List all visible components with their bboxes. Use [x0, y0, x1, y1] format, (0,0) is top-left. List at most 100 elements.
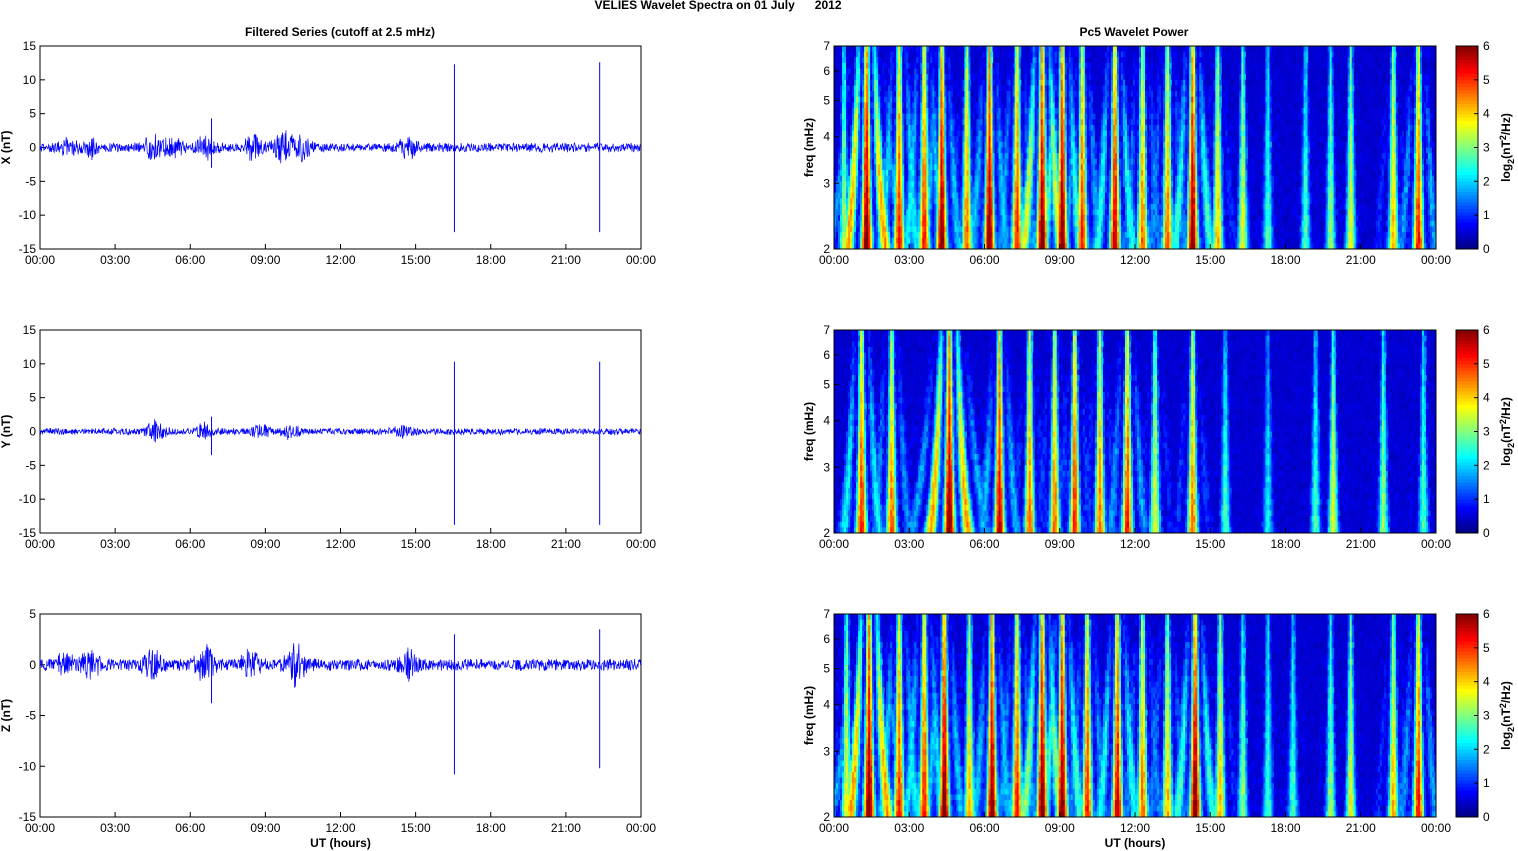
- spectrum-1-cell: [1249, 57, 1252, 64]
- spectrum-1-cell: [1070, 57, 1074, 64]
- spectrum-1-cell: [1423, 147, 1427, 154]
- spectrum-1-cell: [1068, 102, 1072, 109]
- spectrum-1-cell: [1153, 119, 1156, 126]
- spectrum-1-cell: [1052, 113, 1056, 120]
- spectrum-1-cell: [1155, 136, 1158, 143]
- spectrum-1-cell: [1126, 91, 1130, 98]
- spectrum-1-cell: [1205, 57, 1208, 64]
- spectrum-1-cell: [1231, 96, 1234, 103]
- spectrum-1-cell: [1281, 136, 1285, 143]
- spectrum-1-cell: [1199, 108, 1202, 115]
- spectrum-1-cell: [1056, 91, 1060, 98]
- spectrum-1-cell: [1397, 62, 1401, 70]
- spectrum-1-cell: [1387, 74, 1391, 81]
- spectrum-1-cell: [902, 124, 905, 132]
- spectrum-1-cell: [1102, 147, 1106, 154]
- spectrum-1-cell: [1193, 113, 1196, 120]
- spectrum-1-cell: [1339, 62, 1343, 70]
- spectrum-1-cell: [1311, 113, 1315, 120]
- spectrum-1-cell: [900, 91, 903, 98]
- spectrum-1-cell: [1082, 79, 1086, 87]
- spectrum-1-cell: [1181, 96, 1184, 103]
- spectrum-1-cell: [884, 96, 887, 103]
- spectrum-1-cell: [912, 91, 915, 98]
- spectrum-1-cell: [1137, 46, 1140, 53]
- spectrum-1-cell: [1237, 91, 1240, 98]
- spectrum-1-cell: [1130, 119, 1134, 126]
- spectrum-1-cell: [1052, 136, 1056, 143]
- spectrum-1-cell: [912, 147, 915, 154]
- spectrum-1-cell: [1239, 130, 1242, 137]
- spectrum-1-cell: [928, 119, 931, 126]
- spectrum-1-cell: [1363, 141, 1367, 149]
- spectrum-1-cell: [1167, 96, 1170, 103]
- spectrum-1-cell: [1215, 136, 1218, 143]
- spectrum-1-cell: [1379, 79, 1383, 87]
- spectrum-1-cell: [1265, 96, 1269, 103]
- series-1-xtick-label: 06:00: [175, 253, 205, 267]
- spectrum-1-cell: [976, 74, 980, 81]
- spectrum-1-cell: [974, 136, 978, 143]
- spectrum-1-cell: [1381, 136, 1385, 143]
- spectrum-1-cell: [1229, 124, 1232, 132]
- spectrum-1-cell: [914, 141, 917, 149]
- spectrum-1-cell: [996, 91, 1000, 98]
- spectrum-1-cell: [1323, 57, 1327, 64]
- spectrum-1-cell: [1327, 108, 1331, 115]
- spectrum-1-cell: [856, 57, 859, 64]
- spectrum-1-cell: [998, 124, 1002, 132]
- spectrum-1-cell: [1157, 79, 1160, 87]
- spectrum-1-cell: [1034, 130, 1038, 137]
- spectrum-1-cell: [864, 141, 867, 149]
- spectrum-1-cell: [1024, 113, 1028, 120]
- spectrum-1-cell: [1305, 102, 1309, 109]
- spectrum-1-cell: [946, 130, 949, 137]
- spectrum-1-cell: [1407, 141, 1411, 149]
- spectrum-1-cell: [1361, 136, 1365, 143]
- spectrum-1-cell: [1395, 46, 1399, 53]
- spectrum-1-cell: [1006, 113, 1010, 120]
- spectrum-1-cell: [908, 96, 911, 103]
- spectrum-1-cell: [1052, 96, 1056, 103]
- spectrum-1-cell: [1050, 68, 1054, 75]
- spectrum-1-cell: [1429, 51, 1433, 58]
- spectrum-1-cell: [1297, 46, 1301, 53]
- spectrum-1-cell: [1353, 130, 1357, 137]
- spectrum-1-cell: [1211, 108, 1214, 115]
- spectrum-1-cell: [1373, 79, 1377, 87]
- spectrum-1-cell: [896, 141, 899, 149]
- spectrum-1-cell: [924, 62, 927, 70]
- spectrum-1-cell: [978, 74, 982, 81]
- spectrum-1-cell: [854, 130, 857, 137]
- spectrum-1-cell: [1080, 130, 1084, 137]
- spectrum-1-cell: [912, 108, 915, 115]
- spectrum-1-cell: [886, 79, 889, 87]
- spectrum-1-cell: [1303, 96, 1307, 103]
- spectrum-1-cell: [1088, 124, 1092, 132]
- spectrum-1-cell: [896, 153, 899, 160]
- spectrum-1-cell: [1349, 102, 1353, 109]
- spectrum-1-cell: [876, 51, 879, 58]
- spectrum-1-cell: [1417, 46, 1421, 53]
- spectrum-1-cell: [844, 51, 847, 58]
- spectrum-1-cell: [948, 46, 951, 53]
- spectrum-1-cell: [1185, 96, 1188, 103]
- spectrum-1-cell: [1367, 57, 1371, 64]
- spectrum-1-cell: [1060, 57, 1064, 64]
- spectrum-1-cell: [1130, 102, 1134, 109]
- spectrum-1-cell: [1175, 96, 1178, 103]
- spectrum-1-cell: [838, 46, 841, 53]
- spectrum-1-cell: [1347, 108, 1351, 115]
- spectrum-1-cell: [1411, 51, 1415, 58]
- spectrum-1-cell: [1395, 124, 1399, 132]
- spectrum-1-cell: [1363, 108, 1367, 115]
- spectrum-1-cell: [960, 136, 964, 143]
- spectrum-1-cell: [1122, 85, 1126, 92]
- spectrum-1-cell: [1169, 96, 1172, 103]
- spectrum-1-cell: [1137, 113, 1140, 120]
- spectrum-1-cell: [1209, 136, 1212, 143]
- spectrum-1-cell: [1082, 108, 1086, 115]
- spectrum-1-cell: [1165, 108, 1168, 115]
- spectrum-1-cell: [952, 108, 955, 115]
- spectrum-1-cell: [912, 74, 915, 81]
